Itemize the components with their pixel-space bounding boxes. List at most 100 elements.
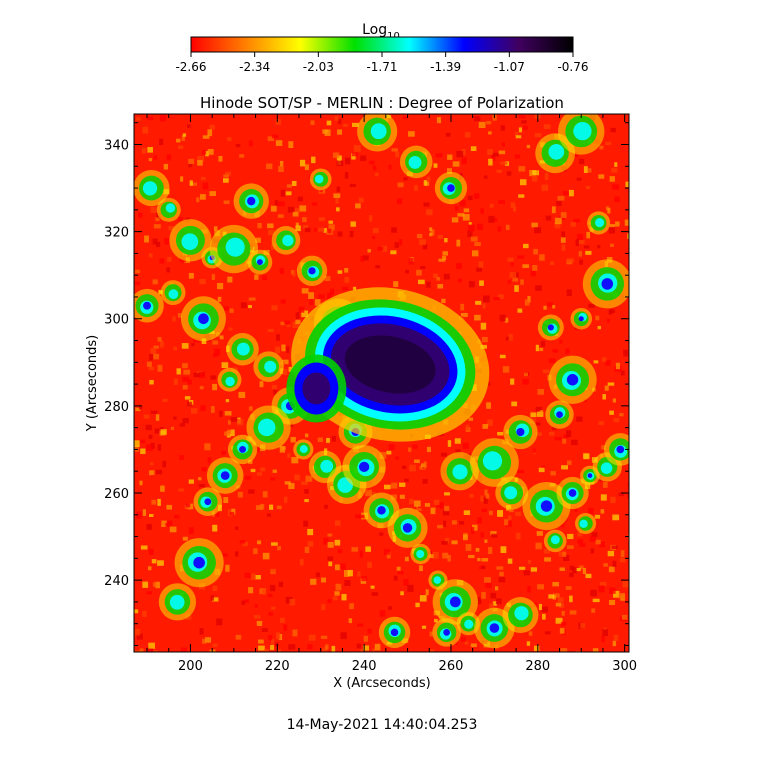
texture-speck: [321, 577, 327, 583]
texture-speck: [273, 389, 278, 395]
texture-speck: [620, 370, 625, 376]
texture-speck: [199, 278, 206, 285]
texture-speck: [415, 602, 420, 608]
texture-speck: [196, 197, 200, 203]
texture-speck: [401, 465, 407, 469]
texture-speck: [349, 183, 357, 187]
texture-speck: [601, 635, 605, 643]
texture-speck: [408, 447, 412, 452]
texture-speck: [242, 541, 249, 547]
texture-speck: [212, 524, 218, 532]
texture-speck: [231, 508, 236, 515]
texture-speck: [436, 277, 441, 281]
texture-speck: [542, 613, 546, 620]
texture-speck: [487, 419, 493, 427]
texture-speck: [157, 560, 164, 566]
colorbar-tick-label: -2.03: [303, 60, 334, 74]
texture-speck: [598, 174, 605, 179]
texture-speck: [214, 511, 220, 517]
texture-speck: [504, 519, 509, 526]
texture-speck: [236, 419, 244, 426]
network-core: [452, 464, 468, 480]
network-strong: [443, 629, 451, 636]
texture-speck: [514, 154, 521, 159]
texture-speck: [568, 189, 574, 197]
texture-speck: [457, 278, 462, 283]
texture-speck: [172, 316, 176, 322]
texture-speck: [425, 589, 429, 596]
texture-speck: [508, 334, 513, 341]
texture-speck: [188, 158, 195, 165]
network-strong: [601, 278, 614, 290]
texture-speck: [442, 251, 448, 256]
y-tick-label: 280: [104, 400, 129, 415]
texture-speck: [426, 176, 431, 181]
texture-speck: [224, 411, 232, 416]
texture-speck: [432, 551, 439, 559]
network-core: [142, 181, 158, 196]
texture-speck: [370, 585, 375, 589]
texture-speck: [193, 372, 200, 378]
texture-speck: [429, 649, 435, 652]
texture-speck: [280, 189, 285, 197]
texture-speck: [217, 296, 222, 302]
network-core: [257, 418, 276, 437]
texture-speck: [310, 120, 315, 125]
texture-speck: [500, 125, 505, 131]
texture-speck: [304, 488, 309, 494]
texture-speck: [554, 436, 562, 441]
texture-speck: [584, 482, 591, 490]
network-strong: [239, 445, 247, 453]
texture-speck: [455, 449, 461, 454]
texture-speck: [301, 288, 309, 294]
heatmap-features: [134, 114, 629, 649]
texture-speck: [335, 196, 339, 204]
texture-speck: [328, 220, 333, 224]
texture-speck: [561, 244, 566, 251]
texture-speck: [497, 226, 502, 232]
texture-speck: [498, 577, 506, 583]
texture-speck: [423, 180, 427, 186]
network-strong: [390, 628, 399, 637]
texture-speck: [468, 224, 475, 232]
texture-speck: [185, 614, 192, 620]
texture-speck: [199, 194, 206, 200]
texture-speck: [539, 347, 544, 352]
texture-speck: [413, 500, 421, 507]
texture-speck: [341, 593, 347, 601]
texture-speck: [170, 426, 174, 430]
texture-speck: [225, 564, 230, 572]
texture-speck: [344, 267, 349, 273]
texture-speck: [433, 499, 440, 506]
texture-speck: [386, 450, 392, 455]
texture-speck: [444, 238, 448, 243]
texture-speck: [602, 629, 608, 637]
texture-speck: [152, 582, 157, 587]
texture-speck: [548, 594, 555, 599]
texture-speck: [516, 532, 521, 540]
texture-speck: [148, 548, 154, 555]
texture-speck: [577, 233, 584, 241]
texture-speck: [292, 629, 298, 637]
texture-speck: [262, 552, 270, 560]
texture-speck: [613, 634, 619, 641]
texture-speck: [627, 493, 629, 499]
texture-speck: [541, 606, 548, 613]
texture-speck: [559, 628, 565, 634]
texture-speck: [468, 281, 475, 288]
texture-speck: [135, 407, 141, 412]
colorbar-tick-label: -1.39: [430, 60, 461, 74]
texture-speck: [599, 541, 605, 548]
sunspot-layer: [344, 335, 436, 394]
texture-speck: [292, 270, 296, 277]
texture-speck: [169, 526, 177, 533]
texture-speck: [254, 615, 261, 619]
texture-speck: [271, 305, 278, 311]
texture-speck: [223, 497, 229, 504]
texture-speck: [324, 276, 331, 282]
texture-speck: [441, 298, 446, 304]
texture-speck: [608, 226, 615, 234]
x-axis-label: X (Arcseconds): [333, 676, 430, 691]
texture-speck: [444, 505, 450, 512]
texture-speck: [349, 603, 355, 610]
